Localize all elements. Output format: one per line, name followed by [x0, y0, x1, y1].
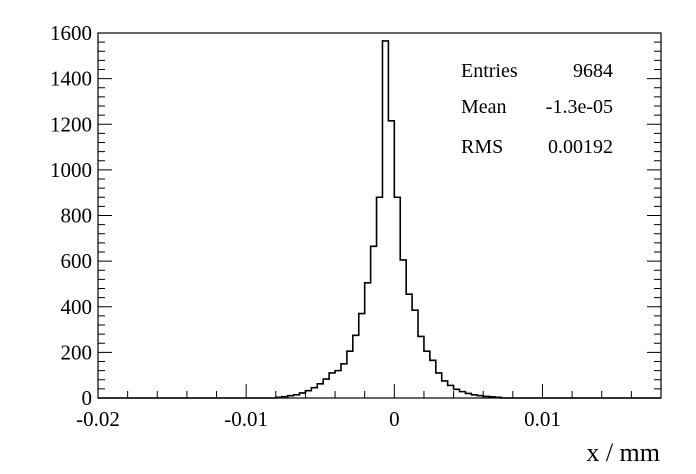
histogram-bin: [460, 392, 466, 398]
histogram-bin: [442, 381, 448, 398]
histogram-bin: [347, 351, 353, 398]
x-tick-label: 0.01: [524, 407, 561, 431]
stats-entries-value: 9684: [573, 60, 613, 82]
x-tick-label: 0: [389, 407, 400, 431]
stats-entries-label: Entries: [461, 60, 518, 82]
stats-mean-label: Mean: [461, 96, 507, 118]
x-tick-label: -0.01: [224, 407, 268, 431]
histogram-bin: [377, 197, 383, 398]
stats-rms-value: 0.00192: [548, 136, 613, 158]
histogram-bin: [394, 197, 400, 398]
histogram-bin: [353, 335, 359, 398]
histogram-bin: [329, 373, 335, 398]
y-tick-label: 600: [61, 249, 93, 273]
y-tick-label: 1000: [50, 158, 92, 182]
x-axis-title: x / mm: [586, 438, 660, 467]
y-tick-label: 1400: [50, 67, 92, 91]
histogram-bin: [412, 310, 418, 398]
y-tick-label: 0: [82, 386, 93, 410]
histogram-bin: [311, 388, 317, 398]
histogram-bin: [406, 294, 412, 398]
stats-box: Entries 9684 Mean -1.3e-05 RMS 0.00192: [461, 60, 613, 158]
histogram-bin: [454, 389, 460, 398]
histogram-bin: [323, 379, 329, 398]
y-tick-labels: 0 200 400 600 800 1000 1200 1400 1600: [50, 21, 92, 410]
histogram-bin: [430, 360, 436, 398]
histogram-bin: [317, 384, 323, 398]
histogram-bin: [436, 373, 442, 398]
histogram-bin: [371, 246, 377, 398]
histogram-bin: [305, 391, 311, 398]
plot-frame: [97, 32, 662, 399]
x-tick-label: -0.02: [76, 407, 120, 431]
stats-mean-value: -1.3e-05: [546, 96, 613, 118]
histogram-bin: [388, 121, 394, 398]
histogram-bin: [448, 385, 454, 398]
histogram-bin: [424, 351, 430, 398]
histogram-bin: [335, 371, 341, 398]
histogram-bin: [382, 41, 388, 398]
histogram-bin: [341, 364, 347, 398]
y-tick-label: 400: [61, 295, 93, 319]
y-tick-label: 1200: [50, 112, 92, 136]
x-tick-labels: -0.02 -0.01 0 0.01: [76, 407, 561, 431]
histogram-bin: [418, 336, 424, 398]
stats-rms-label: RMS: [461, 136, 503, 158]
histogram-bin: [365, 283, 371, 398]
histogram-outline: [98, 40, 661, 399]
y-tick-label: 200: [61, 340, 93, 364]
histogram-bin: [359, 314, 365, 398]
histogram-bin: [400, 260, 406, 398]
y-tick-label: 1600: [50, 21, 92, 45]
axis-ticks: [97, 32, 662, 399]
y-tick-label: 800: [61, 204, 93, 228]
